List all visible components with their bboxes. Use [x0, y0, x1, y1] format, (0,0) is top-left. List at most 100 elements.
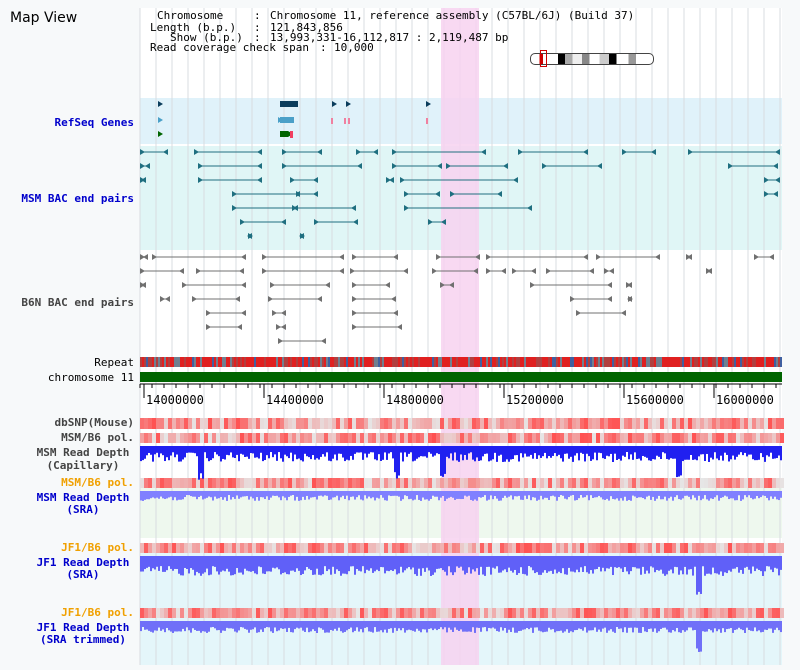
polymorphism-cell	[760, 608, 764, 618]
chromosome-ideogram[interactable]	[530, 53, 654, 65]
read-depth-bar	[666, 491, 668, 501]
read-depth-bar	[154, 621, 156, 631]
polymorphism-cell	[760, 433, 764, 443]
read-depth-bar	[312, 556, 314, 575]
read-depth-bar	[558, 621, 560, 632]
read-depth-bar	[338, 446, 340, 454]
read-depth-bar	[610, 491, 612, 497]
polymorphism-cell	[780, 543, 784, 553]
polymorphism-cell	[368, 608, 372, 618]
polymorphism-cell	[496, 608, 500, 618]
polymorphism-cell	[516, 418, 520, 429]
track-label-msm-b6-pol-2: MSM/B6 pol.	[61, 476, 134, 489]
polymorphism-cell	[388, 608, 392, 618]
read-depth-bar	[642, 556, 644, 567]
read-depth-bar	[568, 556, 570, 568]
read-depth-bar	[364, 491, 366, 496]
read-depth-bar	[504, 621, 506, 628]
read-depth-bar	[560, 446, 562, 459]
repeat-segment	[190, 357, 192, 367]
polymorphism-cell	[560, 608, 564, 618]
polymorphism-cell	[384, 418, 388, 429]
repeat-segment	[666, 357, 668, 367]
read-depth-bar	[734, 446, 736, 460]
repeat-segment	[574, 357, 576, 367]
repeat-segment	[348, 357, 350, 367]
polymorphism-cell	[736, 543, 740, 553]
polymorphism-cell	[264, 608, 268, 618]
read-depth-bar	[476, 621, 478, 628]
read-depth-bar	[374, 446, 376, 460]
repeat-segment	[652, 357, 654, 367]
read-depth-bar	[352, 491, 354, 497]
read-depth-bar	[302, 446, 304, 462]
read-depth-bar	[654, 621, 656, 629]
polymorphism-cell	[548, 608, 552, 618]
read-depth-bar	[550, 446, 552, 458]
read-depth-bar	[744, 621, 746, 633]
read-depth-bar	[414, 491, 416, 500]
repeat-segment	[762, 357, 764, 367]
msm-bac-pair-end	[622, 149, 627, 155]
polymorphism-cell	[552, 608, 556, 618]
polymorphism-cell	[456, 543, 460, 553]
read-depth-bar	[628, 446, 630, 460]
read-depth-bar	[718, 446, 720, 461]
polymorphism-cell	[412, 543, 416, 553]
polymorphism-cell	[732, 608, 736, 618]
polymorphism-cell	[432, 433, 436, 443]
repeat-segment	[592, 357, 594, 367]
polymorphism-cell	[184, 418, 188, 429]
read-depth-bar	[512, 491, 514, 500]
polymorphism-cell	[264, 478, 268, 488]
polymorphism-cell	[704, 418, 708, 429]
read-depth-bar	[210, 621, 212, 628]
read-depth-bar	[576, 621, 578, 630]
polymorphism-cell	[320, 608, 324, 618]
read-depth-bar	[740, 446, 742, 453]
polymorphism-cell	[612, 608, 616, 618]
read-depth-bar	[564, 621, 566, 632]
read-depth-bar	[274, 491, 276, 496]
polymorphism-cell	[720, 433, 724, 443]
repeat-segment	[320, 357, 322, 367]
read-depth-bar	[666, 556, 668, 575]
read-depth-bar	[600, 621, 602, 632]
read-depth-bar	[466, 446, 468, 460]
read-depth-bar	[430, 491, 432, 499]
read-depth-bar	[672, 556, 674, 574]
read-depth-bar	[158, 446, 160, 458]
read-depth-bar	[750, 556, 752, 574]
msm-bac-pair-end	[386, 177, 391, 183]
repeat-segment	[238, 357, 240, 367]
polymorphism-cell	[396, 608, 400, 618]
read-depth-bar	[660, 556, 662, 570]
read-depth-bar	[606, 446, 608, 456]
read-depth-bar	[308, 556, 310, 569]
polymorphism-cell	[716, 543, 720, 553]
polymorphism-cell	[660, 478, 664, 488]
polymorphism-cell	[148, 418, 152, 429]
polymorphism-cell	[472, 608, 476, 618]
polymorphism-cell	[608, 478, 612, 488]
polymorphism-cell	[252, 433, 256, 443]
polymorphism-cell	[236, 433, 240, 443]
read-depth-bar	[774, 621, 776, 630]
read-depth-bar	[690, 491, 692, 500]
read-depth-bar	[716, 621, 718, 632]
read-depth-bar	[448, 556, 450, 567]
read-depth-bar	[404, 621, 406, 633]
polymorphism-cell	[684, 543, 688, 553]
repeat-segment	[386, 357, 388, 367]
polymorphism-cell	[716, 418, 720, 429]
read-depth-bar	[194, 556, 196, 576]
polymorphism-cell	[564, 418, 568, 429]
repeat-segment	[318, 357, 320, 367]
repeat-segment	[494, 357, 496, 367]
polymorphism-cell	[684, 418, 688, 429]
polymorphism-cell	[552, 478, 556, 488]
polymorphism-cell	[280, 433, 284, 443]
repeat-segment	[614, 357, 616, 367]
read-depth-bar	[776, 621, 778, 628]
